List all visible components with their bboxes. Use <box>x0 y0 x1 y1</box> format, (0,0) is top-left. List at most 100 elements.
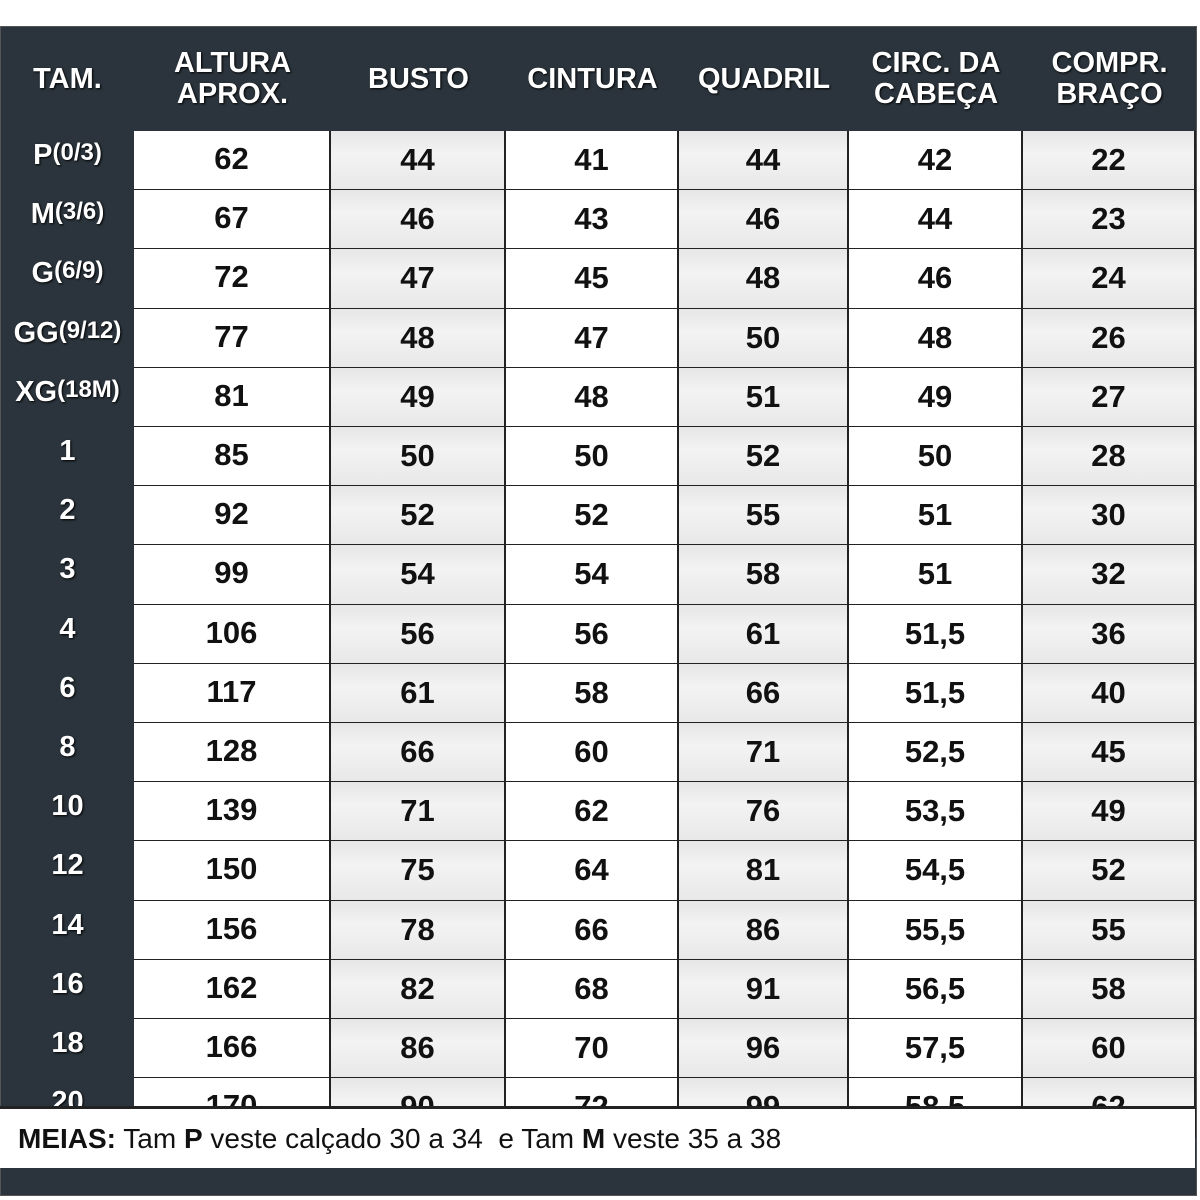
note-text: veste calçado 30 a 34 e Tam <box>202 1122 582 1154</box>
header-hip: QUADRIL <box>697 62 831 95</box>
table-cell-bust: 75 <box>331 841 506 902</box>
size-label: P (0/3) <box>1 131 134 190</box>
table-cell-waist: 62 <box>506 782 679 843</box>
table-cell-bust: 48 <box>331 308 506 369</box>
size-label: 14 <box>1 901 134 960</box>
table-cell-hip: 48 <box>679 249 849 310</box>
table-cell-hip: 71 <box>679 723 849 784</box>
size-chart-table: TAM. ALTURA APROX. BUSTO CINTURA QUADRIL CIRC… <box>0 26 1197 1196</box>
table-cell-height: 117 <box>134 663 331 724</box>
header-size: TAM. <box>33 62 102 95</box>
table-cell-bust: 46 <box>331 190 506 251</box>
size-label: 2 <box>1 486 134 545</box>
table-cell-height: 106 <box>134 604 331 665</box>
size-age-range: (6/9) <box>54 257 104 285</box>
table-cell-waist: 70 <box>506 1019 679 1080</box>
size-age-range: (0/3) <box>52 139 102 166</box>
note-text: M <box>581 1122 606 1154</box>
table-cell-head-circ: 44 <box>849 190 1023 251</box>
table-cell-arm-length: 24 <box>1023 249 1196 310</box>
table-cell-waist: 52 <box>506 486 679 547</box>
size-code: 3 <box>59 553 76 586</box>
table-cell-arm-length: 45 <box>1023 723 1196 784</box>
table-cell-bust: 71 <box>331 782 506 843</box>
size-code: 4 <box>59 612 76 645</box>
header-height: ALTURA APROX. <box>173 47 292 110</box>
table-cell-height: 99 <box>134 545 331 606</box>
table-cell-arm-length: 26 <box>1023 308 1196 369</box>
table-cell-waist: 43 <box>506 190 679 251</box>
table-cell-head-circ: 46 <box>849 249 1023 310</box>
table-cell-hip: 50 <box>679 308 849 369</box>
table-cell-waist: 50 <box>506 427 679 488</box>
size-code: 6 <box>59 671 76 704</box>
size-code: 8 <box>59 731 76 763</box>
size-label: 4 <box>1 605 134 664</box>
table-cell-height: 139 <box>134 782 331 843</box>
table-cell-arm-length: 22 <box>1023 131 1196 192</box>
size-code: XG <box>15 375 58 408</box>
size-label: 12 <box>1 841 134 900</box>
size-label: 16 <box>1 960 134 1019</box>
note-text: P <box>183 1122 203 1154</box>
table-cell-waist: 48 <box>506 367 679 428</box>
table-cell-hip: 44 <box>679 131 849 192</box>
table-cell-bust: 78 <box>331 900 506 961</box>
table-cell-head-circ: 49 <box>849 367 1023 428</box>
table-cell-hip: 61 <box>679 604 849 665</box>
note-text: veste 35 a 38 <box>605 1122 782 1154</box>
table-cell-head-circ: 50 <box>849 427 1023 488</box>
table-cell-height: 77 <box>134 308 331 369</box>
table-cell-hip: 76 <box>679 782 849 843</box>
table-cell-waist: 68 <box>506 959 679 1020</box>
socks-note: MEIAS: Tam P veste calçado 30 a 34 e Tam… <box>0 1106 1195 1168</box>
table-cell-bust: 56 <box>331 604 506 665</box>
table-cell-hip: 46 <box>679 190 849 251</box>
table-cell-arm-length: 40 <box>1023 663 1196 724</box>
size-code: 1 <box>59 435 76 467</box>
table-cell-bust: 47 <box>331 249 506 310</box>
header-head-circ: CIRC. DA CABEÇA <box>871 47 1001 110</box>
table-cell-height: 67 <box>134 190 331 251</box>
table-cell-head-circ: 42 <box>849 131 1023 192</box>
table-cell-arm-length: 36 <box>1023 604 1196 665</box>
size-code: 10 <box>51 790 84 823</box>
table-cell-head-circ: 53,5 <box>849 782 1023 843</box>
table-cell-head-circ: 55,5 <box>849 900 1023 961</box>
size-label: 10 <box>1 782 134 841</box>
table-cell-arm-length: 23 <box>1023 190 1196 251</box>
table-cell-waist: 47 <box>506 308 679 369</box>
table-cell-head-circ: 52,5 <box>849 723 1023 784</box>
table-cell-bust: 49 <box>331 367 506 428</box>
table-cell-waist: 60 <box>506 723 679 784</box>
table-cell-arm-length: 32 <box>1023 545 1196 606</box>
table-cell-bust: 86 <box>331 1019 506 1080</box>
size-age-range: (18M) <box>57 375 120 403</box>
size-label: 8 <box>1 723 134 782</box>
table-cell-height: 85 <box>134 427 331 488</box>
size-code: 16 <box>51 967 84 1000</box>
table-cell-hip: 96 <box>679 1019 849 1080</box>
table-cell-head-circ: 51,5 <box>849 663 1023 724</box>
table-cell-hip: 58 <box>679 545 849 606</box>
table-cell-height: 72 <box>134 249 331 310</box>
size-code: 14 <box>51 908 84 941</box>
size-code: M <box>30 198 55 231</box>
table-cell-waist: 58 <box>506 663 679 724</box>
size-code: 18 <box>51 1027 84 1059</box>
table-cell-head-circ: 48 <box>849 308 1023 369</box>
table-cell-arm-length: 60 <box>1023 1019 1196 1080</box>
table-cell-hip: 51 <box>679 367 849 428</box>
table-cell-waist: 41 <box>506 131 679 192</box>
table-cell-hip: 86 <box>679 900 849 961</box>
table-cell-height: 156 <box>134 900 331 961</box>
table-cell-hip: 91 <box>679 959 849 1020</box>
table-cell-bust: 52 <box>331 486 506 547</box>
table-cell-waist: 45 <box>506 249 679 310</box>
size-label: M (3/6) <box>1 190 134 249</box>
table-cell-hip: 52 <box>679 427 849 488</box>
size-label: 18 <box>1 1019 134 1078</box>
table-cell-waist: 54 <box>506 545 679 606</box>
table-cell-waist: 56 <box>506 604 679 665</box>
table-cell-head-circ: 57,5 <box>849 1019 1023 1080</box>
